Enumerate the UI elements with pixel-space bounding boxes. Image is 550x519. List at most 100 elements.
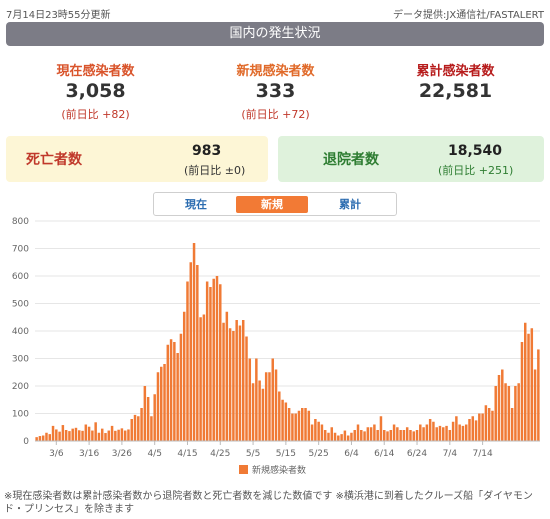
x-tick-label: 7/14 [473,449,493,459]
y-tick-label: 600 [12,272,29,282]
bar [202,314,206,441]
bar [468,419,471,441]
bar [235,320,238,441]
current-cases-diff: (前日比 +82) [61,108,130,121]
bar [333,432,337,441]
bar [382,430,386,441]
bar [287,408,291,441]
bar [123,430,127,441]
x-tick-label: 5/5 [246,449,260,459]
legend-label: 新規感染者数 [252,464,306,476]
bar [55,429,58,441]
x-tick-label: 7/4 [443,449,458,459]
tab-new[interactable]: 新規 [236,196,308,213]
bar [527,333,530,441]
bar [491,410,494,441]
chart-tabs: 現在 新規 累計 [153,192,397,216]
bar [373,424,376,441]
bar [392,424,396,441]
new-cases-chart: 0 100 200 300 400 500 600 700 800 3/6 3/16 3/26 4/5 4… [12,217,540,476]
bar [166,344,170,441]
bar [225,311,229,441]
bar [514,386,517,441]
bar [100,428,104,442]
bar [209,287,212,441]
bar [530,328,534,441]
bar [176,353,179,441]
bar [64,430,68,441]
bar [84,424,88,441]
bar [104,433,107,441]
bar [156,372,160,441]
bar [153,394,156,441]
bar [261,388,265,441]
bar [442,427,445,441]
bar [48,434,51,442]
new-cases-label: 新規感染者数 [236,64,315,79]
bar [327,432,330,441]
top-bar: 7月14日23時55分更新 データ提供:JX通信社/FASTALERT [6,4,544,21]
bar [58,431,61,441]
bar [464,424,468,441]
bar [343,430,347,441]
bar [97,432,101,441]
bar [150,416,153,441]
bar [238,325,242,441]
x-tick-label: 3/16 [79,449,99,459]
y-tick-label: 800 [12,217,29,227]
bar [346,435,350,441]
bar [74,427,78,441]
bar [478,413,481,441]
bar [353,430,356,441]
bar [471,416,475,441]
bar [251,383,255,441]
bar [107,430,111,441]
bar [81,430,84,441]
bar [71,428,74,442]
bar [389,430,393,441]
bar [255,358,258,441]
bar [294,413,297,441]
bar [537,349,540,441]
recovered-label: 退院者数 [323,152,379,168]
bar [61,425,65,441]
bar [212,278,215,441]
bar [412,431,415,442]
x-tick-label: 5/25 [309,449,329,459]
new-cases-diff: (前日比 +72) [241,108,310,121]
tab-current[interactable]: 現在 [185,198,207,211]
bar [45,432,48,441]
bar [199,317,202,441]
bar [524,322,527,441]
bar [337,435,340,441]
bar [222,322,225,441]
total-cases-stat: 累計感染者数 22,581 [366,52,545,104]
bar [461,425,465,442]
y-tick-label: 400 [12,327,29,337]
y-tick-label: 100 [12,410,29,420]
bar [268,372,271,441]
bar [301,408,304,441]
y-tick-label: 0 [23,437,29,447]
deaths-box: 死亡者数 983 (前日比 ±0) [6,136,268,182]
bar [366,427,370,441]
bar [51,425,55,442]
x-tick-label: 4/5 [147,449,161,459]
bar [120,428,124,441]
x-tick-label: 4/25 [210,449,230,459]
x-tick-label: 4/15 [177,449,197,459]
section-title: 国内の発生状況 [6,22,544,46]
bar [409,430,412,441]
bar [497,375,501,441]
bar [278,391,281,441]
bar [182,311,186,441]
x-tick-label: 3/26 [112,449,132,459]
bar [376,430,379,441]
x-tick-label: 6/4 [344,449,359,459]
stats-summary: 現在感染者数 3,058 (前日比 +82) 新規感染者数 333 (前日比 +… [6,52,544,128]
bar [402,430,406,441]
bar [455,416,458,441]
bar [487,408,491,441]
tab-total[interactable]: 累計 [339,198,361,211]
x-tick-label: 6/24 [407,449,427,459]
